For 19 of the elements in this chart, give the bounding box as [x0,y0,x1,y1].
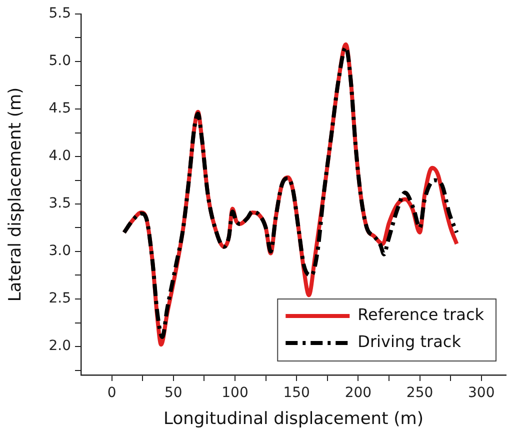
y-tick-label: 4.0 [48,148,71,164]
x-axis-title: Longitudinal displacement (m) [164,409,424,430]
legend-label: Reference track [358,305,485,324]
y-tick-label: 4.5 [48,100,71,117]
x-tick-label: 200 [344,385,372,402]
x-tick-label: 50 [164,385,182,402]
x-tick-label: 150 [283,385,310,402]
y-tick-label: 5.0 [48,53,71,70]
y-tick-label: 5.5 [48,6,71,22]
y-tick-label: 2.5 [48,290,71,307]
x-tick-label: 0 [107,385,116,402]
x-tick-label: 100 [222,385,248,402]
legend-label: Driving track [358,332,462,352]
y-tick-label: 2.0 [48,338,71,354]
y-tick-label: 3.0 [48,243,71,260]
y-tick-label: 3.5 [48,196,71,212]
x-tick-label: 250 [406,385,434,402]
x-tick-label: 300 [468,385,495,402]
y-axis-title: Lateral displacement (m) [6,87,26,302]
